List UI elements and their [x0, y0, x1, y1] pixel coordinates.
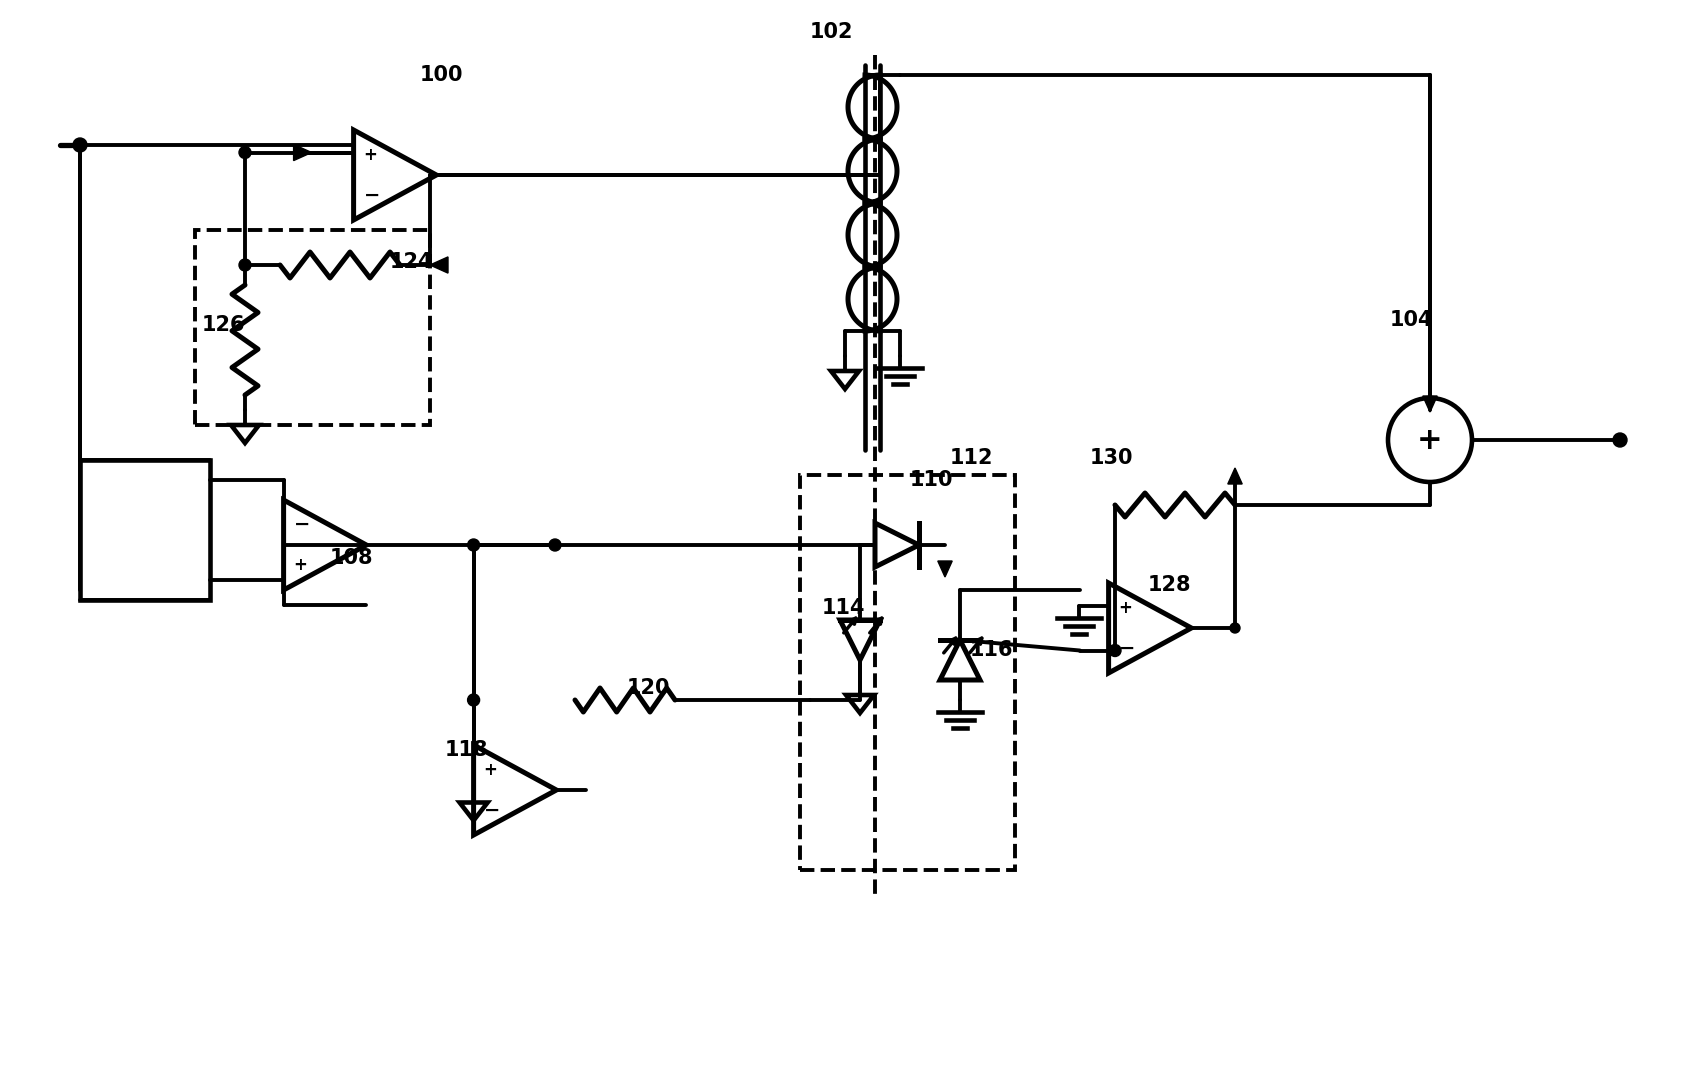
Text: +: + [364, 146, 378, 164]
Circle shape [468, 694, 479, 706]
Bar [80, 460, 210, 600]
Text: 112: 112 [950, 448, 993, 468]
Text: 118: 118 [446, 740, 488, 760]
Circle shape [239, 146, 251, 158]
Circle shape [468, 539, 479, 551]
Circle shape [1110, 645, 1121, 657]
Text: +: + [483, 760, 498, 779]
Text: 110: 110 [910, 470, 954, 490]
Bar [195, 230, 430, 425]
Polygon shape [1228, 468, 1242, 484]
Circle shape [1230, 623, 1240, 633]
Circle shape [549, 539, 561, 551]
Text: 124: 124 [390, 252, 434, 272]
Text: 102: 102 [810, 22, 854, 41]
Text: −: − [364, 185, 379, 205]
Text: −: − [1118, 638, 1135, 658]
Text: 116: 116 [971, 640, 1013, 660]
Circle shape [239, 259, 251, 271]
Text: +: + [1118, 599, 1133, 616]
Text: 114: 114 [822, 598, 866, 618]
Text: 130: 130 [1089, 448, 1133, 468]
Text: +: + [1418, 425, 1443, 455]
Circle shape [1613, 433, 1626, 447]
Text: 126: 126 [202, 315, 246, 335]
Text: +: + [293, 556, 308, 574]
Polygon shape [430, 256, 447, 273]
Text: −: − [483, 801, 500, 819]
Polygon shape [1423, 396, 1437, 412]
Bar [800, 475, 1015, 870]
Circle shape [73, 137, 86, 152]
Text: 104: 104 [1391, 310, 1433, 329]
Polygon shape [938, 561, 952, 577]
Text: 100: 100 [420, 65, 464, 85]
Text: 108: 108 [330, 548, 373, 568]
Text: 128: 128 [1149, 575, 1191, 595]
Text: 120: 120 [627, 678, 671, 698]
Polygon shape [293, 144, 312, 160]
Text: −: − [293, 515, 310, 535]
